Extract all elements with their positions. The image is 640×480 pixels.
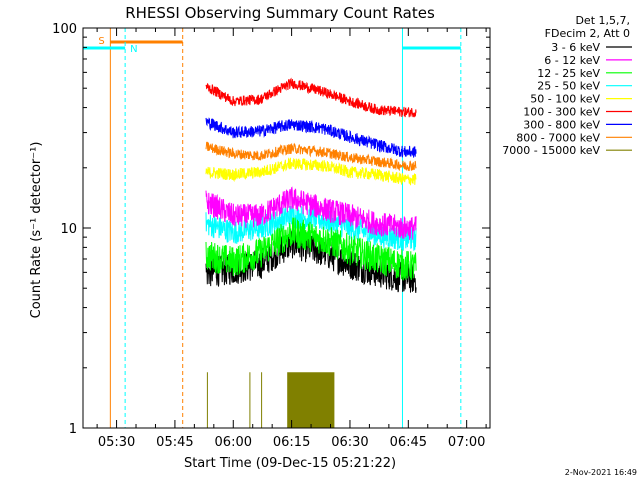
series-100_300keV (205, 77, 417, 118)
series-line (205, 217, 417, 281)
series-7000_15000keV (206, 372, 335, 428)
legend-label: 6 - 12 keV (544, 54, 600, 67)
x-tick-label: 05:45 (156, 435, 193, 450)
legend-label: 25 - 50 keV (537, 80, 600, 93)
legend-label: 50 - 100 keV (530, 93, 600, 106)
series-25_50keV (205, 205, 417, 251)
series-50_100keV (205, 157, 417, 186)
legend-header-line-2: FDecim 2, Att 0 (545, 27, 630, 40)
series-12_25keV (205, 217, 417, 281)
legend-label: 12 - 25 keV (537, 67, 600, 80)
series-line (206, 372, 335, 428)
series-6_12keV (205, 186, 417, 240)
y-axis-label: Count Rate (s⁻¹ detector⁻¹) (29, 142, 44, 319)
series-line (205, 157, 417, 186)
x-tick-label: 06:45 (390, 435, 427, 450)
series-line (205, 77, 417, 118)
legend-label: 100 - 300 keV (523, 106, 600, 119)
x-tick-label: 06:00 (215, 435, 252, 450)
legend-label: 7000 - 15000 keV (502, 144, 600, 157)
legend-header-line-1: Det 1,5,7, (575, 14, 630, 27)
x-tick-label: 05:30 (98, 435, 135, 450)
series-800_7000keV (205, 141, 417, 172)
y-tick-label: 1 (69, 422, 77, 437)
night-label: N (130, 44, 137, 55)
footer-date: 2-Nov-2021 16:49 (565, 468, 637, 477)
series-300_800keV (205, 117, 417, 158)
legend-label: 800 - 7000 keV (516, 131, 600, 144)
y-tick-label: 100 (52, 22, 77, 37)
x-axis-label: Start Time (09-Dec-15 05:21:22) (184, 456, 396, 471)
saa-label: S (98, 36, 104, 47)
series-line (205, 141, 417, 172)
x-tick-label: 07:00 (448, 435, 485, 450)
legend-label: 300 - 800 keV (523, 118, 600, 131)
legend-label: 3 - 6 keV (551, 41, 600, 54)
chart-title: RHESSI Observing Summary Count Rates (125, 4, 435, 22)
series-line (205, 117, 417, 158)
y-tick-label: 10 (60, 222, 77, 237)
series-line (205, 205, 417, 251)
x-tick-label: 06:30 (331, 435, 368, 450)
series-line (205, 186, 417, 240)
x-tick-label: 06:15 (273, 435, 310, 450)
